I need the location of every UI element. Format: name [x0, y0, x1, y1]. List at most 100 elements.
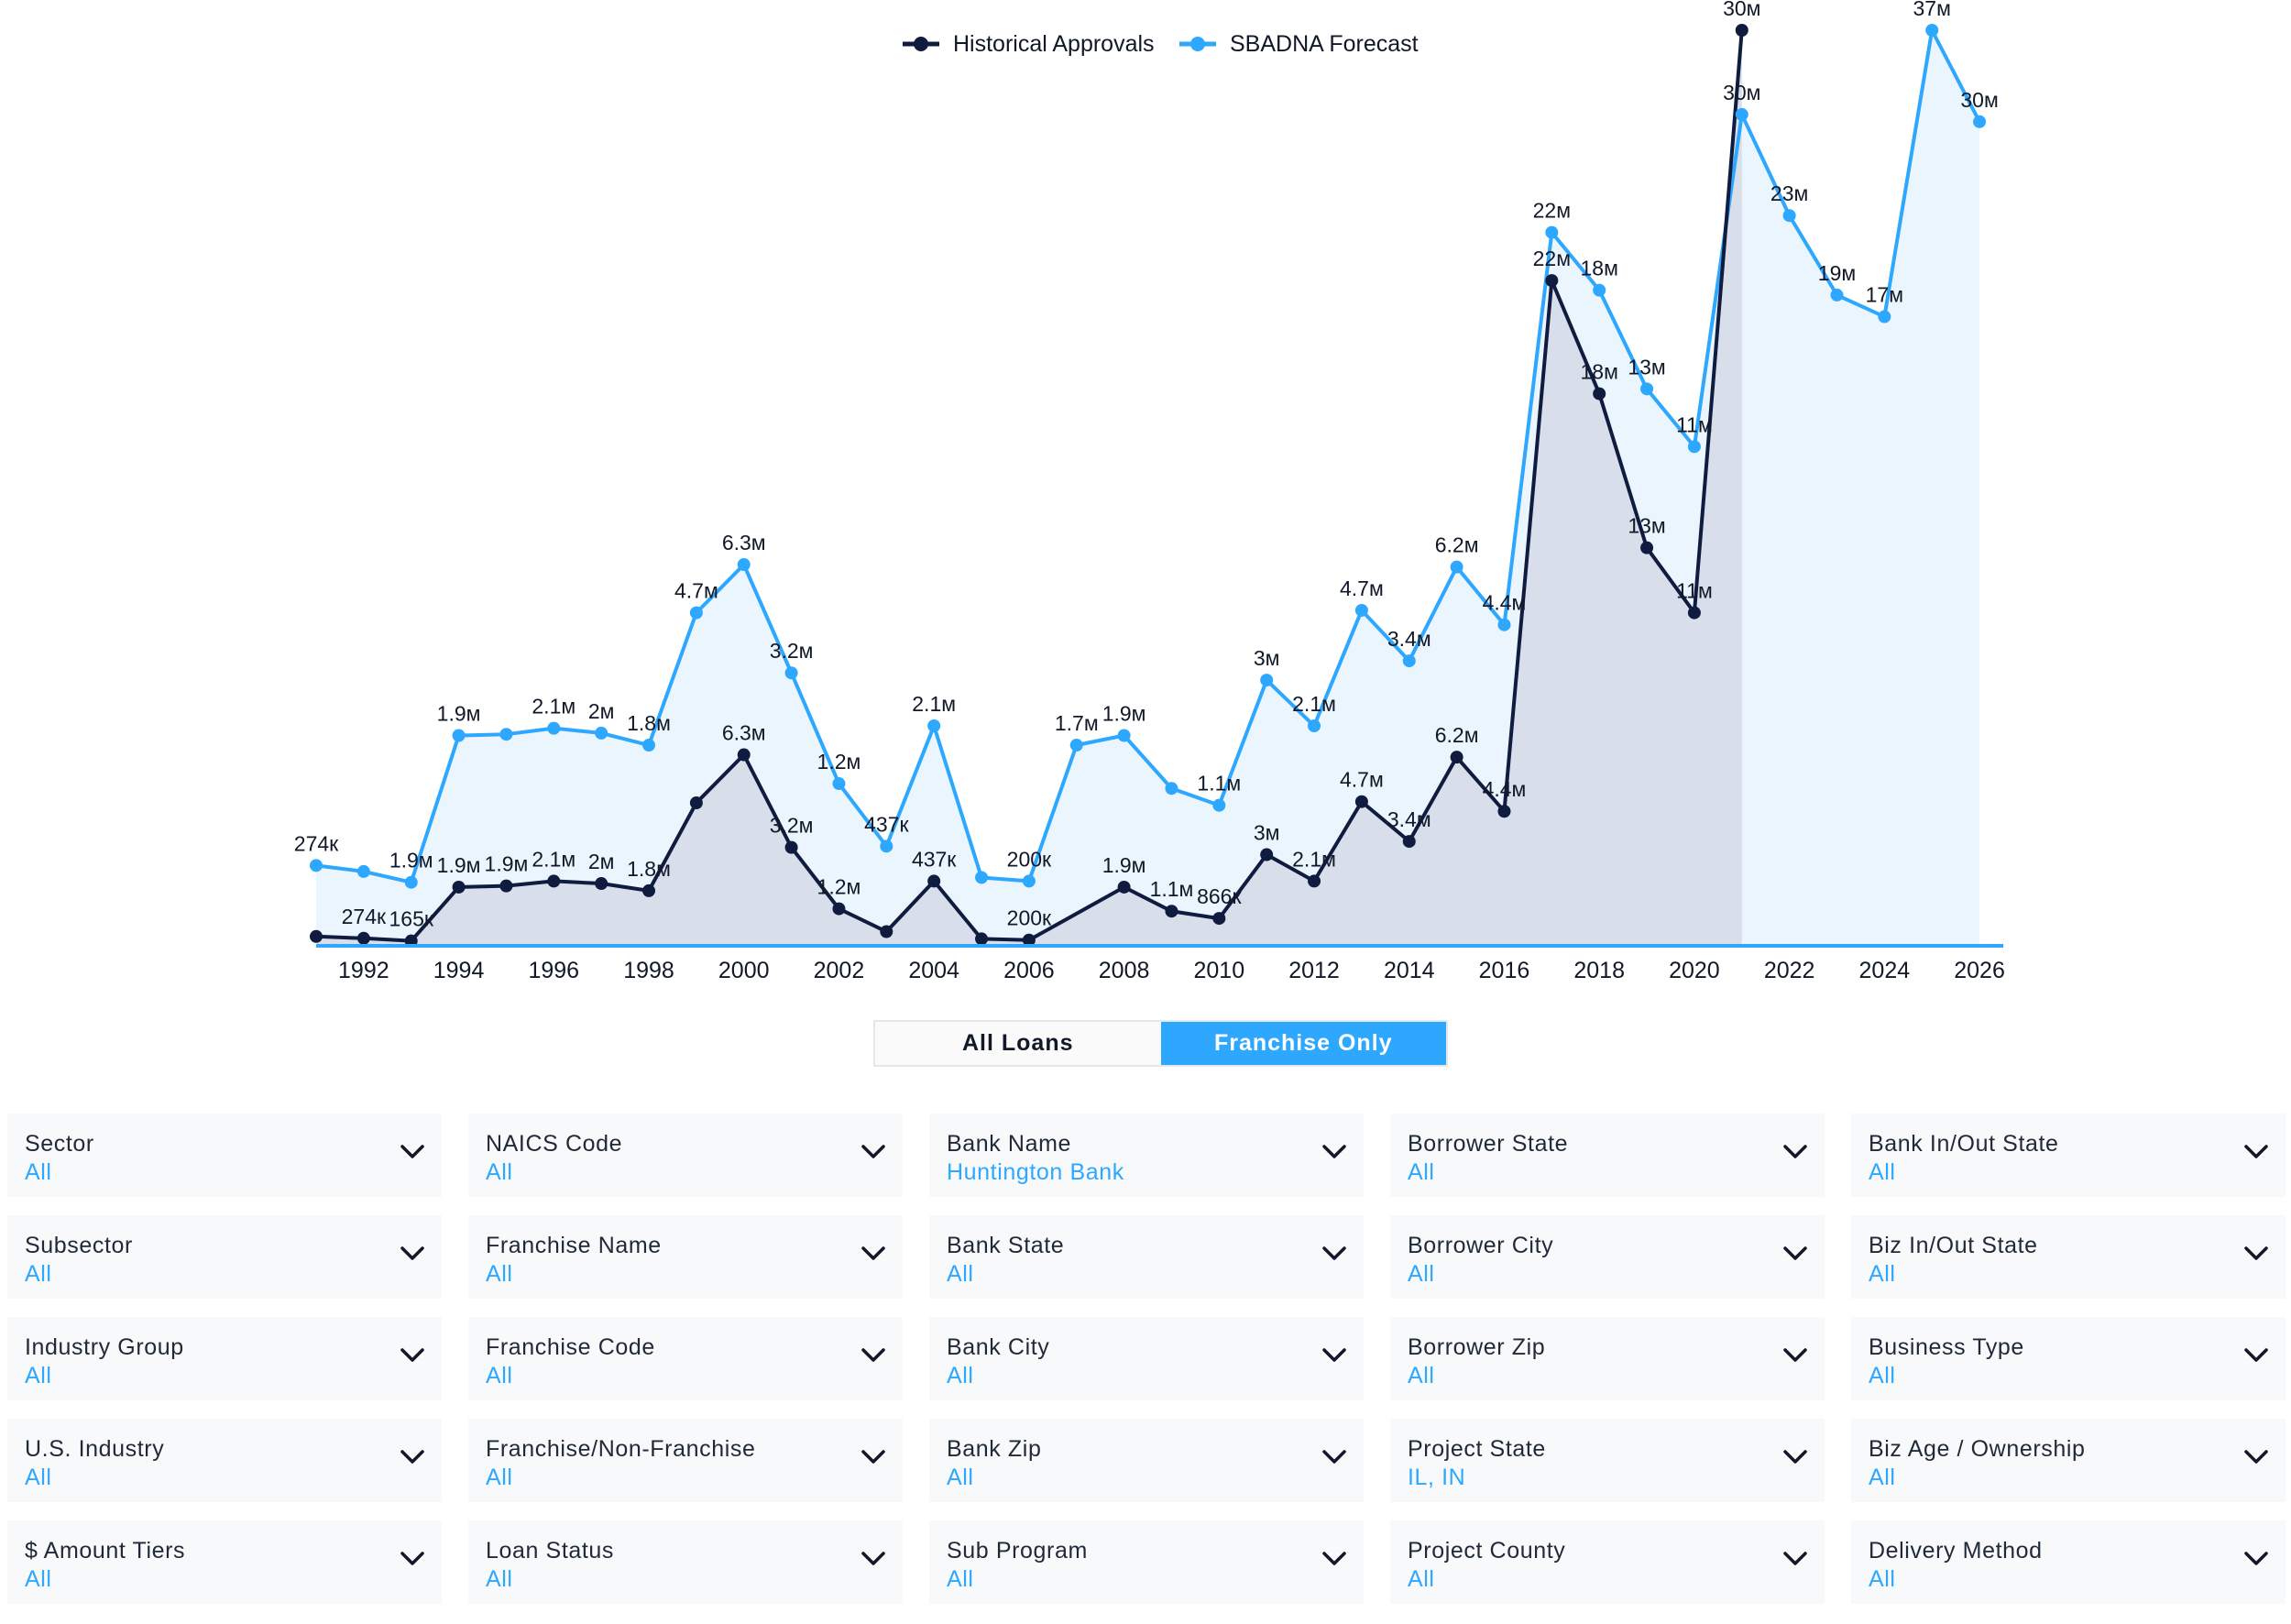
x-tick-label: 2004	[908, 958, 959, 983]
forecast-data-label: 18м	[1580, 257, 1617, 280]
filter-bank-name-dropdown[interactable]: Bank Name Huntington Bank	[929, 1114, 1364, 1197]
filter-loan-status-dropdown[interactable]: Loan Status All	[468, 1520, 903, 1604]
forecast-data-label: 30м	[1723, 81, 1760, 104]
chevron-down-icon	[1783, 1348, 1807, 1362]
filter-borrower-city-dropdown[interactable]: Borrower City All	[1390, 1215, 1825, 1299]
forecast-point	[547, 721, 561, 735]
filter-value: All	[486, 1261, 513, 1287]
filter-biz-in-out-state-dropdown[interactable]: Biz In/Out State All	[1851, 1215, 2286, 1299]
filter-value: All	[25, 1261, 52, 1287]
forecast-point	[1687, 440, 1701, 454]
filter-naics-code-dropdown[interactable]: NAICS Code All	[468, 1114, 903, 1197]
filter-value: All	[947, 1261, 974, 1287]
forecast-data-label: 4.4м	[1483, 591, 1527, 615]
forecast-point	[1022, 874, 1036, 888]
filter-business-type-dropdown[interactable]: Business Type All	[1851, 1317, 2286, 1400]
historical-point	[1260, 848, 1274, 861]
filter-label: Sector	[25, 1131, 94, 1157]
filter-franchise-non-franchise-dropdown[interactable]: Franchise/Non-Franchise All	[468, 1419, 903, 1502]
forecast-data-label: 4.7м	[1340, 576, 1384, 600]
historical-data-label: 4.4м	[1483, 777, 1527, 801]
filter-borrower-state-dropdown[interactable]: Borrower State All	[1390, 1114, 1825, 1197]
franchise-only-button[interactable]: Franchise Only	[1160, 1022, 1446, 1065]
filter-franchise-code-dropdown[interactable]: Franchise Code All	[468, 1317, 903, 1400]
filter-biz-age-ownership-dropdown[interactable]: Biz Age / Ownership All	[1851, 1419, 2286, 1502]
forecast-data-label: 1.9м	[389, 849, 433, 872]
filter-amount-tiers-dropdown[interactable]: $ Amount Tiers All	[7, 1520, 442, 1604]
filter-project-state-dropdown[interactable]: Project State IL, IN	[1390, 1419, 1825, 1502]
loan-type-toggle[interactable]: All Loans Franchise Only	[873, 1020, 1448, 1067]
historical-point	[642, 883, 656, 897]
filter-industry-group-dropdown[interactable]: Industry Group All	[7, 1317, 442, 1400]
forecast-data-label: 1.2м	[817, 750, 861, 774]
chevron-down-icon	[2244, 1450, 2268, 1464]
forecast-data-label: 3.4м	[1387, 627, 1431, 651]
filter-bank-state-dropdown[interactable]: Bank State All	[929, 1215, 1364, 1299]
forecast-point	[1878, 310, 1891, 324]
forecast-data-label: 4.7м	[674, 579, 718, 603]
filter-bank-in-out-state-dropdown[interactable]: Bank In/Out State All	[1851, 1114, 2286, 1197]
filter-value: All	[486, 1363, 513, 1388]
filter-label: Bank Name	[947, 1131, 1072, 1157]
filter-value: All	[25, 1465, 52, 1490]
filter-bank-city-dropdown[interactable]: Bank City All	[929, 1317, 1364, 1400]
all-loans-button[interactable]: All Loans	[875, 1022, 1161, 1065]
x-tick-label: 2022	[1764, 958, 1815, 983]
filter-label: U.S. Industry	[25, 1436, 165, 1462]
forecast-point	[452, 729, 466, 742]
historical-data-label: 200к	[1007, 906, 1052, 930]
chevron-down-icon	[400, 1348, 424, 1362]
forecast-data-label: 1.1м	[1197, 772, 1241, 796]
forecast-data-label: 30м	[1960, 88, 1998, 112]
chevron-down-icon	[2244, 1145, 2268, 1158]
forecast-data-label: 11м	[1676, 412, 1713, 436]
historical-point	[1450, 751, 1463, 764]
forecast-data-label: 6.3м	[722, 531, 766, 554]
filter-label: Subsector	[25, 1233, 133, 1258]
historical-point	[547, 874, 561, 888]
filter-sub-program-dropdown[interactable]: Sub Program All	[929, 1520, 1364, 1604]
chevron-down-icon	[2244, 1552, 2268, 1565]
filter-value: All	[1869, 1363, 1896, 1388]
chevron-down-icon	[861, 1450, 885, 1464]
historical-point	[832, 902, 846, 916]
filter-bank-zip-dropdown[interactable]: Bank Zip All	[929, 1419, 1364, 1502]
historical-data-label: 1.9м	[485, 852, 529, 876]
forecast-data-label: 2м	[588, 699, 615, 723]
historical-point	[689, 796, 703, 810]
historical-point	[880, 925, 893, 938]
historical-data-label: 2м	[588, 850, 615, 873]
historical-data-label: 22м	[1533, 247, 1571, 270]
filter-borrower-zip-dropdown[interactable]: Borrower Zip All	[1390, 1317, 1825, 1400]
filter-u-s-industry-dropdown[interactable]: U.S. Industry All	[7, 1419, 442, 1502]
chevron-down-icon	[861, 1348, 885, 1362]
chevron-down-icon	[400, 1450, 424, 1464]
x-tick-label: 1996	[528, 958, 579, 983]
historical-data-label: 4.7м	[1340, 768, 1384, 792]
filter-sector-dropdown[interactable]: Sector All	[7, 1114, 442, 1197]
filter-delivery-method-dropdown[interactable]: Delivery Method All	[1851, 1520, 2286, 1604]
x-tick-label: 2016	[1479, 958, 1530, 983]
filter-project-county-dropdown[interactable]: Project County All	[1390, 1520, 1825, 1604]
filter-value: All	[947, 1363, 974, 1388]
forecast-data-label: 1.9м	[437, 702, 481, 726]
x-tick-label: 2006	[1003, 958, 1055, 983]
filter-label: Loan Status	[486, 1538, 615, 1564]
filter-value: All	[25, 1159, 52, 1185]
historical-point	[1545, 274, 1559, 288]
historical-data-label: 274к	[342, 905, 387, 928]
x-tick-label: 2010	[1194, 958, 1245, 983]
filter-subsector-dropdown[interactable]: Subsector All	[7, 1215, 442, 1299]
loan-approvals-chart: Historical Approvals SBADNA Forecast 274…	[294, 0, 2005, 983]
forecast-point	[689, 606, 703, 620]
forecast-point	[1973, 115, 1987, 128]
forecast-point	[880, 839, 893, 853]
filter-franchise-name-dropdown[interactable]: Franchise Name All	[468, 1215, 903, 1299]
filter-label: Biz Age / Ownership	[1869, 1436, 2086, 1462]
historical-point	[1165, 905, 1178, 918]
historical-point	[737, 748, 751, 762]
historical-point	[1640, 541, 1654, 554]
historical-point	[1687, 606, 1701, 620]
chart-legend[interactable]: Historical Approvals SBADNA Forecast	[903, 31, 1419, 57]
